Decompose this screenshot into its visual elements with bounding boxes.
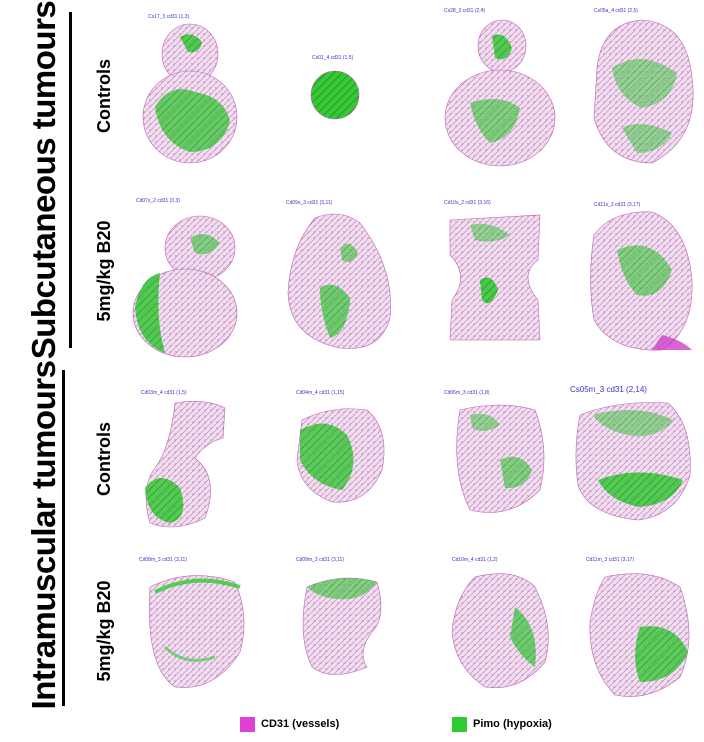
tumour-section-image: Cd08m_3 cd31 (3,11): [135, 557, 255, 702]
tumour-section-image: Cd07s_2 cd31 (3,3): [130, 198, 250, 358]
group-divider-intramuscular: [62, 370, 65, 706]
row-label-sc-b20: 5mg/kg B20: [94, 211, 116, 331]
tumour-section-image: Cs17_3 cd31 (1,3): [140, 12, 250, 167]
legend-cd31: CD31 (vessels): [240, 714, 339, 734]
legend-pimo: Pimo (hypoxia): [452, 714, 552, 734]
tumour-section-image: Cd06m_3 cd31 (1,8): [440, 390, 565, 525]
tumour-section-image: Cd09m_3 cd31 (3,11): [292, 557, 397, 687]
tumour-section-image: Cd11s_3 cd31 (3,17): [582, 200, 697, 355]
tumour-section-image: Cd10m_4 cd31 (1,2): [440, 557, 565, 697]
legend-label-cd31: CD31 (vessels): [261, 718, 339, 730]
row-label-sc-controls: Controls: [94, 56, 116, 136]
tumour-section-image: Cs05a_4 cd31 (2,5): [582, 8, 704, 168]
tumour-section-image: Cd03m_4 cd31 (1,5): [135, 388, 250, 538]
legend-swatch-pimo: [452, 717, 467, 732]
tumour-section-image: Cd04m_4 cd31 (1,15): [292, 390, 392, 510]
group-divider-subcutaneous: [69, 12, 72, 348]
tumour-section-image: Cs28_3 cd31 (2,4): [440, 8, 555, 168]
row-label-im-controls: Controls: [94, 419, 116, 499]
tumour-section-image: Cd11m_3 cd31 (3,17): [580, 557, 698, 702]
legend-label-pimo: Pimo (hypoxia): [473, 718, 552, 730]
group-label-subcutaneous: Subcutaneous tumours: [25, 0, 65, 360]
legend-swatch-cd31: [240, 717, 255, 732]
tumour-section-image: Cs05m_3 cd31 (2,14): [568, 385, 698, 525]
tumour-section-image: Cs01_4 cd31 (1,5): [300, 55, 370, 125]
tumour-section-image: Cd10s_2 cd31 (3,16): [440, 200, 550, 350]
tumour-section-image: Cd09s_3 cd31 (3,11): [280, 198, 400, 358]
group-label-intramuscular: Intramuscular tumours: [25, 355, 65, 715]
row-label-im-b20: 5mg/kg B20: [94, 571, 116, 691]
